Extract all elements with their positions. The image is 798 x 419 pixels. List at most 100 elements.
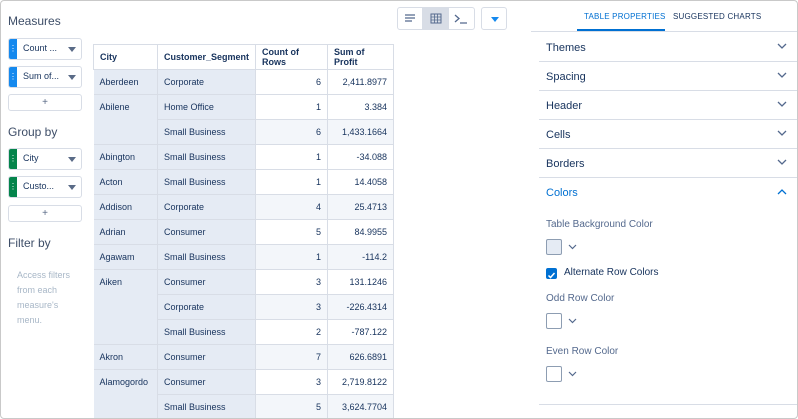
groupby-title: Group by: [8, 125, 58, 139]
city-cell: Alamogordo: [93, 369, 158, 395]
section-spacing[interactable]: Spacing: [539, 62, 797, 91]
chevron-up-icon: [777, 189, 787, 195]
city-cell: [93, 319, 158, 345]
city-cell: Agawam: [93, 244, 158, 270]
city-cell: Aberdeen: [93, 69, 158, 95]
table-header-row: City Customer_Segment Count of Rows Sum …: [93, 44, 395, 70]
drag-handle-icon[interactable]: ⋮: [9, 149, 17, 169]
tab-table-properties[interactable]: TABLE PROPERTIES: [584, 12, 666, 21]
segment-cell: Corporate: [157, 294, 257, 320]
chevron-down-icon[interactable]: [68, 185, 76, 190]
compare-table-button[interactable]: [423, 8, 449, 29]
city-cell: [93, 394, 158, 418]
city-cell: Acton: [93, 169, 158, 195]
count-cell: 2: [255, 319, 329, 345]
values-table-button[interactable]: [398, 8, 424, 29]
table-row: Abington Small Business 1 -34.088: [93, 144, 395, 170]
city-cell: Aiken: [93, 269, 158, 295]
groupby-pill-city[interactable]: ⋮ City: [8, 148, 82, 170]
profit-cell: -787.122: [327, 319, 395, 345]
count-cell: 3: [255, 369, 329, 395]
segment-cell: Small Business: [157, 319, 257, 345]
column-header-city[interactable]: City: [93, 44, 158, 70]
chevron-down-icon: [777, 101, 787, 107]
left-panel: Measures ⋮ Count ... ⋮ Sum of... + Group…: [1, 1, 89, 418]
table-row: Akron Consumer 7 626.6891: [93, 344, 395, 370]
chevron-down-icon: [777, 159, 787, 165]
profit-cell: 3.384: [327, 94, 395, 120]
table-bg-color-swatch[interactable]: [546, 239, 562, 255]
count-cell: 1: [255, 244, 329, 270]
profit-cell: -226.4314: [327, 294, 395, 320]
profit-cell: 25.4713: [327, 194, 395, 220]
add-groupby-button[interactable]: +: [8, 205, 82, 222]
profit-cell: 2,719.8122: [327, 369, 395, 395]
section-cells[interactable]: Cells: [539, 120, 797, 149]
drag-handle-icon[interactable]: ⋮: [9, 67, 17, 87]
even-row-color-swatch[interactable]: [546, 366, 562, 382]
section-header[interactable]: Header: [539, 91, 797, 120]
count-cell: 3: [255, 269, 329, 295]
properties-panel: TABLE PROPERTIES SUGGESTED CHARTS Themes…: [531, 1, 797, 418]
alternate-rows-checkbox[interactable]: [546, 268, 557, 279]
measure-label: Sum of...: [23, 71, 60, 81]
table-row: Small Business 5 3,624.7704: [93, 394, 395, 418]
segment-cell: Small Business: [157, 394, 257, 418]
saql-button[interactable]: [449, 8, 474, 29]
profit-cell: 3,624.7704: [327, 394, 395, 418]
groupby-pill-segment[interactable]: ⋮ Custo...: [8, 176, 82, 198]
column-header-profit[interactable]: Sum of Profit: [327, 44, 395, 70]
segment-cell: Small Business: [157, 144, 257, 170]
table-columns-icon: [430, 13, 442, 24]
table-row: Addison Corporate 4 25.4713: [93, 194, 395, 220]
table-row: Abilene Home Office 1 3.384: [93, 94, 395, 120]
odd-row-color-label: Odd Row Color: [546, 293, 615, 304]
more-options-dropdown[interactable]: [481, 7, 507, 30]
drag-handle-icon[interactable]: ⋮: [9, 177, 17, 197]
segment-cell: Corporate: [157, 69, 257, 95]
count-cell: 1: [255, 94, 329, 120]
filter-hint: Access filters from each measure's menu.: [17, 270, 71, 325]
table-bg-color-label: Table Background Color: [546, 219, 653, 230]
chevron-down-icon[interactable]: [68, 47, 76, 52]
segment-cell: Consumer: [157, 344, 257, 370]
city-cell: [93, 294, 158, 320]
city-cell: Akron: [93, 344, 158, 370]
table-row: Aberdeen Corporate 6 2,411.8977: [93, 69, 395, 95]
table-row: Small Business 6 1,433.1664: [93, 119, 395, 145]
segment-cell: Small Business: [157, 244, 257, 270]
chevron-down-icon[interactable]: [68, 75, 76, 80]
measure-pill-count[interactable]: ⋮ Count ...: [8, 38, 82, 60]
tab-suggested-charts[interactable]: SUGGESTED CHARTS: [673, 12, 762, 21]
profit-cell: 2,411.8977: [327, 69, 395, 95]
alternate-rows-label: Alternate Row Colors: [564, 267, 659, 278]
column-header-count[interactable]: Count of Rows: [255, 44, 329, 70]
section-themes[interactable]: Themes: [539, 33, 797, 62]
section-borders[interactable]: Borders: [539, 149, 797, 178]
panel-bottom-divider: [539, 404, 797, 405]
odd-row-color-swatch[interactable]: [546, 313, 562, 329]
count-cell: 6: [255, 69, 329, 95]
count-cell: 1: [255, 169, 329, 195]
chevron-down-icon[interactable]: [568, 371, 577, 377]
count-cell: 6: [255, 119, 329, 145]
chevron-down-icon[interactable]: [68, 157, 76, 162]
segment-cell: Consumer: [157, 369, 257, 395]
count-cell: 5: [255, 394, 329, 418]
segment-cell: Small Business: [157, 169, 257, 195]
drag-handle-icon[interactable]: ⋮: [9, 39, 17, 59]
table-row: Corporate 3 -226.4314: [93, 294, 395, 320]
section-colors[interactable]: Colors: [539, 178, 797, 207]
measure-label: Count ...: [23, 43, 58, 53]
column-header-segment[interactable]: Customer_Segment: [156, 44, 257, 70]
chevron-down-icon[interactable]: [568, 244, 577, 250]
chevron-down-icon: [777, 43, 787, 49]
table-row: Aiken Consumer 3 131.1246: [93, 269, 395, 295]
section-label: Colors: [546, 187, 578, 199]
chevron-down-icon: [777, 72, 787, 78]
groupby-label: Custo...: [23, 181, 55, 191]
add-measure-button[interactable]: +: [8, 94, 82, 111]
measure-pill-sum[interactable]: ⋮ Sum of...: [8, 66, 82, 88]
chevron-down-icon[interactable]: [568, 318, 577, 324]
